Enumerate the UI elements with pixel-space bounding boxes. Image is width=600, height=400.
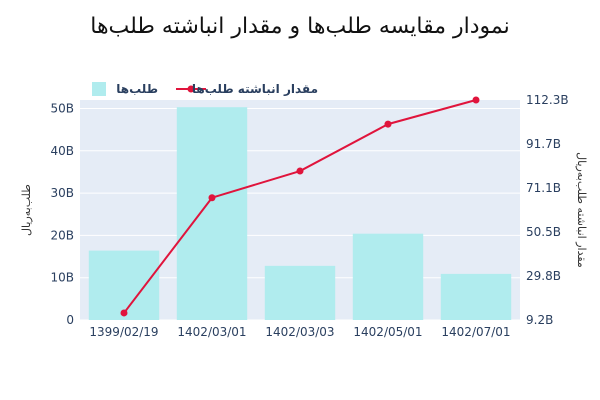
y-right-tick-label: 112.3B: [526, 93, 569, 107]
legend-box: [80, 78, 352, 100]
y-right-axis-title: مقدار انباشته طلب‌به‌ریال: [575, 152, 588, 268]
x-tick-label: 1399/02/19: [89, 325, 158, 339]
cumulative-point: [120, 309, 128, 317]
legend-bar-swatch: [92, 82, 106, 96]
chart-title: نمودار مقایسه طلب‌ها و مقدار انباشته طلب…: [90, 14, 510, 39]
bar: [88, 250, 160, 320]
bar: [440, 273, 512, 320]
y-right-tick-label: 29.8B: [526, 269, 561, 283]
y-left-tick-label: 0: [66, 313, 74, 327]
cumulative-point: [208, 194, 216, 202]
bar: [352, 233, 424, 320]
cumulative-point: [384, 120, 392, 128]
legend-line-marker: [187, 85, 195, 93]
y-left-tick-label: 30B: [50, 186, 74, 200]
y-left-tick-label: 20B: [50, 228, 74, 242]
x-tick-label: 1402/05/01: [353, 325, 422, 339]
cumulative-point: [472, 96, 480, 104]
bar: [264, 265, 336, 320]
x-tick-label: 1402/03/03: [265, 325, 334, 339]
y-left-tick-label: 50B: [50, 101, 74, 115]
y-left-axis-title: طلب‌به‌ریال: [20, 184, 33, 236]
bar: [176, 107, 248, 320]
legend-bar-label: طلب‌ها: [116, 82, 158, 96]
legend-line-label: مقدار انباشته طلب‌ها: [192, 82, 318, 96]
y-left-tick-label: 10B: [50, 271, 74, 285]
y-right-tick-label: 71.1B: [526, 181, 561, 195]
x-tick-label: 1402/07/01: [441, 325, 510, 339]
y-right-tick-label: 50.5B: [526, 225, 561, 239]
y-right-tick-label: 9.2B: [526, 313, 553, 327]
y-right-tick-label: 91.7B: [526, 137, 561, 151]
x-tick-label: 1402/03/01: [177, 325, 246, 339]
cumulative-point: [296, 167, 304, 175]
y-left-tick-label: 40B: [50, 144, 74, 158]
